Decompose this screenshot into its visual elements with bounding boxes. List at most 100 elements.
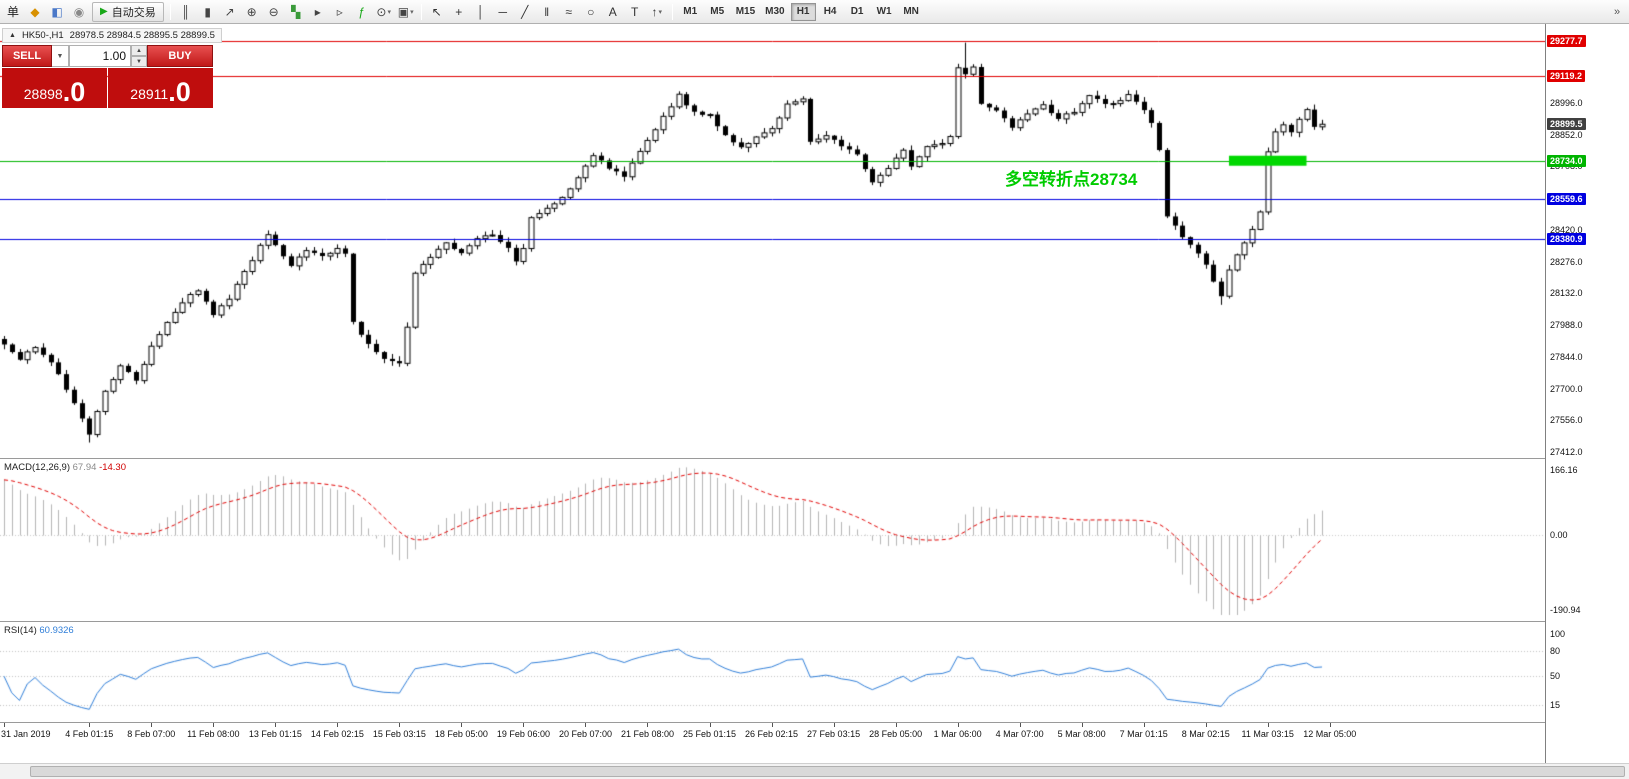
buy-button[interactable]: BUY xyxy=(147,45,213,67)
zoom-in-icon[interactable]: ⊕ xyxy=(241,2,263,22)
horizontal-line-icon[interactable]: ─ xyxy=(492,2,514,22)
time-label: 8 Feb 07:00 xyxy=(127,729,176,739)
scrollbar-thumb[interactable] xyxy=(30,766,1625,777)
timeframe-m30[interactable]: M30 xyxy=(761,3,788,21)
price-label: 27412.0 xyxy=(1550,446,1583,457)
navigator-icon[interactable]: ◉ xyxy=(68,2,90,22)
shapes-icon[interactable]: ○ xyxy=(580,2,602,22)
macd-canvas[interactable] xyxy=(0,459,1545,621)
time-tick xyxy=(89,723,90,727)
dropdown-caret-icon: ▾ xyxy=(658,8,662,16)
time-tick xyxy=(647,723,648,727)
timeframe-h4[interactable]: H4 xyxy=(818,3,843,21)
time-label: 19 Feb 06:00 xyxy=(496,729,550,739)
panel-splitter[interactable] xyxy=(0,621,1629,622)
time-tick xyxy=(896,723,897,727)
crosshair-icon[interactable]: + xyxy=(448,2,470,22)
time-tick xyxy=(1206,723,1207,727)
trendline-icon-glyph: ╱ xyxy=(521,4,529,19)
play-icon: ▶ xyxy=(100,6,108,17)
rsi-axis-label: 80 xyxy=(1550,646,1561,657)
time-label: 1 Mar 06:00 xyxy=(933,729,982,739)
timeframe-mn[interactable]: MN xyxy=(899,3,924,21)
indicators-icon[interactable]: ƒ xyxy=(351,2,373,22)
price-badge: 28380.9 xyxy=(1547,232,1586,245)
vertical-line-icon[interactable]: │ xyxy=(470,2,492,22)
autotrading-button[interactable]: ▶ 自动交易 xyxy=(92,1,164,22)
line-chart-icon[interactable]: ↗ xyxy=(219,2,241,22)
price-label: 27700.0 xyxy=(1550,383,1583,394)
toolbar-group-chart: ║ ▮ ↗ ⊕ ⊖ ▚ ▸ ▹ ƒ ⊙ ▾ ▣ ▾ xyxy=(175,2,417,22)
macd-title: MACD(12,26,9) xyxy=(4,462,70,473)
volume-down-button[interactable]: ▼ xyxy=(131,56,147,67)
new-order-icon[interactable]: 单 xyxy=(2,2,24,22)
cursor-icon[interactable]: ↖ xyxy=(426,2,448,22)
periods-icon[interactable]: ⊙ ▾ xyxy=(373,2,395,22)
price-label: 28996.0 xyxy=(1550,98,1583,108)
horizontal-scrollbar[interactable] xyxy=(0,763,1629,779)
timeframe-m15[interactable]: M15 xyxy=(732,3,759,21)
macd-axis-label: 166.16 xyxy=(1550,465,1578,475)
collapse-icon[interactable]: ▲ xyxy=(9,32,16,39)
channel-icon[interactable]: ‖ xyxy=(536,2,558,22)
time-label: 27 Feb 03:15 xyxy=(807,729,861,739)
chart-tab[interactable]: ▲ HK50-,H1 28978.5 28984.5 28895.5 28899… xyxy=(2,28,222,43)
time-tick xyxy=(1144,723,1145,727)
toolbar-overflow-button[interactable]: » xyxy=(1608,2,1626,22)
timeframe-m5[interactable]: M5 xyxy=(705,3,730,21)
market-watch-icon[interactable]: ◆ xyxy=(24,2,46,22)
arrows-icon-glyph: ↑ xyxy=(651,4,658,19)
timeframe-w1[interactable]: W1 xyxy=(872,3,897,21)
candlestick-chart-icon[interactable]: ▮ xyxy=(197,2,219,22)
chart-shift-icon[interactable]: ▹ xyxy=(329,2,351,22)
sell-price-button[interactable]: 28898.0 xyxy=(2,68,107,108)
text-label-icon[interactable]: T xyxy=(624,2,646,22)
trendline-icon[interactable]: ╱ xyxy=(514,2,536,22)
zoom-out-icon[interactable]: ⊖ xyxy=(263,2,285,22)
timeframe-h1[interactable]: H1 xyxy=(790,2,816,21)
candlestick-chart-icon-glyph: ▮ xyxy=(204,4,211,19)
volume-up-button[interactable]: ▲ xyxy=(131,45,147,56)
arrows-icon[interactable]: ↑ ▾ xyxy=(646,2,668,22)
auto-scroll-icon[interactable]: ▸ xyxy=(307,2,329,22)
macd-value: 67.94 xyxy=(72,462,97,473)
volume-input[interactable] xyxy=(69,45,131,67)
bar-chart-icon[interactable]: ║ xyxy=(175,2,197,22)
timeframe-d1[interactable]: D1 xyxy=(845,3,870,21)
time-label: 5 Mar 08:00 xyxy=(1057,729,1106,739)
rsi-canvas[interactable] xyxy=(0,622,1545,722)
timeframe-m1[interactable]: M1 xyxy=(678,3,703,21)
buy-price-int: 28911 xyxy=(130,86,169,102)
price-label: 27844.0 xyxy=(1550,351,1583,362)
main-chart-canvas[interactable] xyxy=(0,24,1545,458)
auto-scroll-icon-glyph: ▸ xyxy=(314,4,321,19)
data-window-icon[interactable]: ◧ xyxy=(46,2,68,22)
tile-windows-icon[interactable]: ▚ xyxy=(285,2,307,22)
text-icon[interactable]: A xyxy=(602,2,624,22)
panel-splitter[interactable] xyxy=(0,458,1629,459)
order-options-dropdown-icon[interactable]: ▼ xyxy=(52,45,69,67)
sell-button[interactable]: SELL xyxy=(2,45,52,67)
macd-signal-value: -14.30 xyxy=(99,462,126,473)
macd-axis-label: 0.00 xyxy=(1550,529,1568,540)
navigator-icon-glyph: ◉ xyxy=(73,4,85,19)
vertical-line-icon-glyph: │ xyxy=(476,4,485,19)
price-badge: 29277.7 xyxy=(1547,34,1586,47)
timeframe-toolbar: M1 M5 M15 M30 H1 H4 D1 W1 MN xyxy=(677,2,925,21)
time-axis[interactable]: 31 Jan 2019 4 Feb 01:15 8 Feb 07:00 11 Feb … xyxy=(0,723,1629,761)
templates-icon[interactable]: ▣ ▾ xyxy=(395,2,417,22)
toolbar-group-standard: 单 ◆ ◧ ◉ xyxy=(2,2,90,22)
horizontal-line-icon-glyph: ─ xyxy=(498,4,507,19)
buy-price-button[interactable]: 28911.0 xyxy=(108,68,213,108)
fibonacci-icon[interactable]: ≈ xyxy=(558,2,580,22)
price-label: 27556.0 xyxy=(1550,415,1583,426)
sell-price-frac: .0 xyxy=(62,77,86,107)
price-badge: 28559.6 xyxy=(1547,193,1586,206)
line-chart-icon-glyph: ↗ xyxy=(224,4,235,19)
sell-price-int: 28898 xyxy=(23,86,63,102)
time-label: 26 Feb 02:15 xyxy=(745,729,799,739)
indicators-icon-glyph: ƒ xyxy=(358,4,366,19)
price-axis[interactable]: 28996.028852.028708.028564.028420.028276… xyxy=(1545,24,1629,763)
time-tick xyxy=(213,723,214,727)
time-label: 4 Mar 07:00 xyxy=(995,729,1044,739)
